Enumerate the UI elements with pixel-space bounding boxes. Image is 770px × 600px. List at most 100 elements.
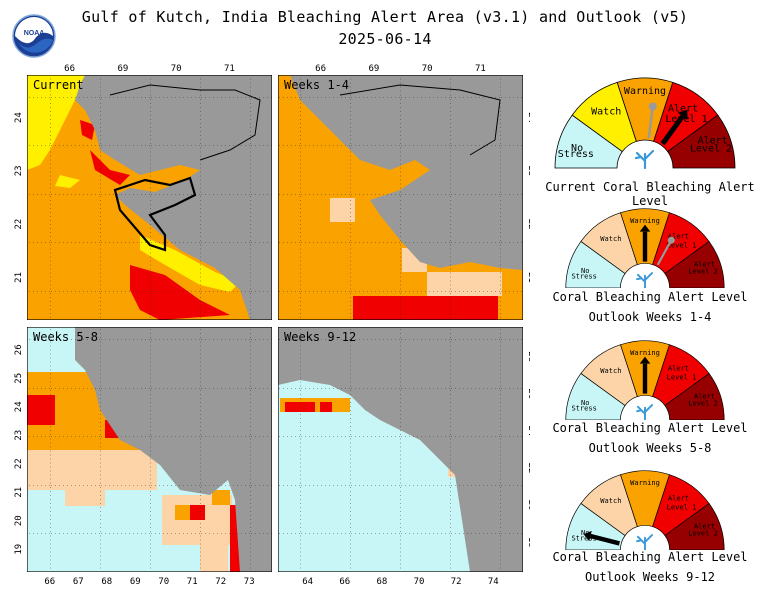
- gauge-label: Alert: [668, 363, 689, 372]
- axis-tick-label: 23: [14, 430, 24, 441]
- gauge-segment-alert-level-2: [664, 372, 725, 420]
- level-arrow-shaft: [589, 533, 620, 546]
- axis-tick-label: 71: [475, 64, 486, 74]
- axis-tick-label: 64: [302, 577, 313, 587]
- axis-tick-label: 28: [526, 351, 530, 362]
- logo-text: NOAA: [24, 30, 45, 37]
- axis-tick-label: 66: [64, 64, 75, 74]
- gauge-label: Level 2: [690, 144, 732, 155]
- gauge-weeks-5-8-period: Outlook Weeks 5-8: [588, 441, 712, 455]
- gauge-weeks-9-12-period: Outlook Weeks 9-12: [584, 570, 716, 584]
- axis-tick-label: 72: [215, 577, 226, 587]
- axis-tick-label: 25: [14, 373, 24, 384]
- axis-tick-label: 22: [14, 219, 24, 230]
- axis-tick-label: 68: [377, 577, 388, 587]
- axis-tick-label: 70: [422, 64, 433, 74]
- axis-tick-label: 66: [339, 577, 350, 587]
- gauge-label: Warning: [624, 86, 666, 97]
- gauge-label: Alert: [694, 259, 715, 268]
- gauge-label: Watch: [600, 366, 621, 375]
- gauge-label: Warning: [630, 478, 660, 487]
- gauge-label: No: [571, 143, 583, 154]
- gauge-label: Level 1: [667, 372, 697, 381]
- axis-tick-label: 70: [158, 577, 169, 587]
- gauge-label: Stress: [571, 403, 596, 412]
- map-title: Gulf of Kutch, India Bleaching Alert Are…: [81, 8, 689, 26]
- axis-tick-label: 24: [526, 112, 530, 123]
- axis-tick-label: 69: [368, 64, 379, 74]
- noaa-logo: NOAA: [12, 14, 56, 58]
- gauge-segment-alert-level-2: [667, 114, 736, 169]
- axis-tick-label: 71: [224, 64, 235, 74]
- axis-tick-label: 22: [526, 219, 530, 230]
- axis-tick-label: 67: [73, 577, 84, 587]
- axis-tick-label: 21: [14, 272, 24, 283]
- axis-tick-label: 23: [526, 165, 530, 176]
- gauge-label: Stress: [558, 149, 594, 160]
- axis-tick-label: 72: [451, 577, 462, 587]
- axis-tick-label: 18: [526, 537, 530, 548]
- previous-level-marker: [656, 239, 673, 266]
- level-arrow-shaft: [660, 114, 685, 146]
- level-arrow-head: [677, 109, 688, 120]
- gauge-label: Watch: [600, 234, 621, 243]
- gauge-segment-alert-level-2: [664, 502, 725, 550]
- panel-label-weeks-1-4: Weeks 1-4: [284, 78, 350, 92]
- gauge-label: Level 1: [667, 240, 697, 249]
- axis-tick-label: 23: [14, 165, 24, 176]
- panel-weeks-5-8[interactable]: [27, 327, 272, 572]
- axis-tick-label: 66: [315, 64, 326, 74]
- axis-tick-label: 74: [488, 577, 499, 587]
- gauge-label: Alert: [668, 493, 689, 502]
- coral-icon: [636, 404, 654, 420]
- gauge-weeks-1-4-caption: Coral Bleaching Alert Level: [552, 290, 748, 304]
- axis-tick-label: 69: [130, 577, 141, 587]
- panel-label-current: Current: [33, 78, 84, 92]
- gauge-weeks-9-12-caption: Coral Bleaching Alert Level: [552, 550, 748, 564]
- gauge-label: No: [581, 398, 589, 407]
- axis-tick-label: 69: [117, 64, 128, 74]
- panel-weeks-9-12[interactable]: [278, 327, 523, 572]
- axis-tick-label: 70: [414, 577, 425, 587]
- axis-tick-label: 20: [14, 515, 24, 526]
- map-panels: 66 69 70 71 24 23 22 21 66 69 70 71 24 23 22 21 66 67 68 69…: [14, 64, 530, 587]
- gauge-label: Alert: [694, 391, 715, 400]
- axis-tick-label: 24: [526, 426, 530, 437]
- level-arrow-head: [639, 224, 651, 232]
- panel-label-weeks-5-8: Weeks 5-8: [33, 330, 99, 344]
- gauge-label: Level 1: [665, 114, 707, 125]
- axis-tick-label: 20: [526, 500, 530, 511]
- panel-weeks-1-4[interactable]: [278, 75, 523, 320]
- axis-tick-label: 66: [44, 577, 55, 587]
- gauge-current-caption: Current Coral Bleaching Alert Level: [545, 180, 755, 208]
- coral-icon: [636, 534, 654, 550]
- map-date: 2025-06-14: [338, 30, 432, 48]
- coral-icon: [636, 272, 654, 288]
- gauge-label: Warning: [630, 216, 660, 225]
- gauge-segment-alert-level-2: [664, 240, 725, 288]
- gauge-label: Warning: [630, 348, 660, 357]
- axis-tick-label: 73: [244, 577, 255, 587]
- axis-tick-label: 68: [101, 577, 112, 587]
- panel-current[interactable]: [27, 75, 272, 320]
- axis-tick-label: 22: [526, 463, 530, 474]
- gauge-weeks-1-4-period: Outlook Weeks 1-4: [588, 310, 712, 324]
- gauge-label: Alert: [698, 135, 728, 146]
- axis-tick-label: 21: [526, 272, 530, 283]
- axis-tick-label: 26: [14, 344, 24, 355]
- gauge-label: Stress: [571, 271, 596, 280]
- gauge-label: Alert: [668, 231, 689, 240]
- coral-icon: [634, 149, 655, 170]
- gauge-label: Alert: [694, 521, 715, 530]
- gauge-label: Watch: [600, 496, 621, 505]
- axis-tick-label: 24: [14, 401, 24, 412]
- gauge-label: Level 1: [667, 502, 697, 511]
- previous-level-dot: [648, 102, 657, 111]
- level-arrow-head: [583, 530, 592, 542]
- gauge-label: Level 2: [688, 399, 718, 408]
- axis-tick-label: 22: [14, 458, 24, 469]
- gauge-label: Watch: [591, 107, 621, 118]
